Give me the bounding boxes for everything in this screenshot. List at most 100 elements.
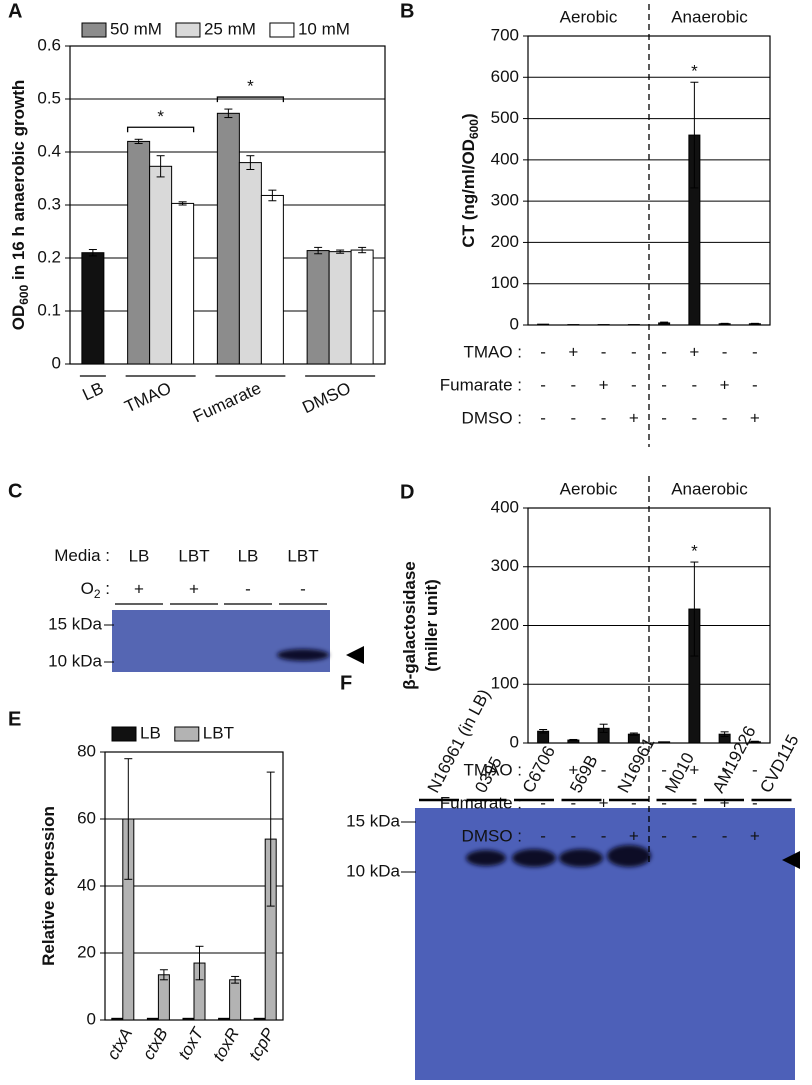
y-axis-label: β-galactosidase xyxy=(400,561,419,689)
y-tick-label: 200 xyxy=(491,615,519,634)
condition-mark: - xyxy=(571,375,577,394)
condition-mark: - xyxy=(661,408,667,427)
condition-mark: - xyxy=(571,826,577,845)
text-segment: O xyxy=(81,579,94,598)
marker-label: 15 kDa xyxy=(346,811,400,830)
marker-label: 15 kDa xyxy=(48,614,102,633)
bar xyxy=(218,1017,231,1021)
legend-label: 25 mM xyxy=(204,19,256,38)
y-tick-label: 0 xyxy=(87,1009,96,1028)
bar xyxy=(328,251,352,365)
condition-mark: - xyxy=(540,408,546,427)
error-bar xyxy=(539,728,548,734)
legend-label: 50 mM xyxy=(110,19,162,38)
condition-mark: - xyxy=(601,760,607,779)
bar xyxy=(81,252,105,365)
text-segment: OD xyxy=(9,305,28,331)
condition-mark: - xyxy=(661,760,667,779)
lane-label: LB xyxy=(129,546,150,565)
text-segment: : xyxy=(101,579,110,598)
y-axis-label: (miller unit) xyxy=(422,579,441,672)
condition-mark: + xyxy=(629,408,639,427)
y-tick-label: 0.2 xyxy=(37,247,61,266)
x-tick-label: tcpP xyxy=(245,1024,279,1064)
error-bar xyxy=(690,561,699,657)
legend-swatch xyxy=(269,22,295,38)
x-tick-label: ctxB xyxy=(139,1025,172,1063)
bar xyxy=(149,165,173,365)
y-tick-label: 100 xyxy=(491,273,519,292)
panel-letter: F xyxy=(340,672,352,694)
error-bar xyxy=(246,155,255,170)
legend-label: LB xyxy=(140,723,161,742)
error-bar xyxy=(358,246,367,254)
group-label: Aerobic xyxy=(560,479,618,498)
text-segment: Media : xyxy=(54,546,110,565)
condition-mark: - xyxy=(631,760,637,779)
bar xyxy=(253,1017,266,1021)
y-tick-label: 40 xyxy=(77,875,96,894)
error-bar xyxy=(569,738,578,742)
bar xyxy=(658,741,671,744)
condition-mark: + xyxy=(689,760,699,779)
bar xyxy=(350,249,374,365)
condition-mark: - xyxy=(540,826,546,845)
y-tick-label: 80 xyxy=(77,741,96,760)
y-tick-label: 700 xyxy=(491,25,519,44)
condition-mark: + xyxy=(568,760,578,779)
condition-mark: + xyxy=(629,826,639,845)
condition-mark: - xyxy=(571,793,577,812)
lane-label: + xyxy=(134,579,144,598)
lane-label: + xyxy=(189,579,199,598)
condition-mark: + xyxy=(568,342,578,361)
x-tick-label: LB xyxy=(80,378,107,404)
text-segment: β-galactosidase xyxy=(400,561,419,689)
condition-mark: - xyxy=(601,408,607,427)
bar xyxy=(171,202,195,365)
y-tick-label: 0 xyxy=(510,314,519,333)
y-tick-label: 60 xyxy=(77,808,96,827)
condition-mark: - xyxy=(752,793,758,812)
arrowhead xyxy=(782,851,800,869)
lane-label: LB xyxy=(238,546,259,565)
condition-mark: - xyxy=(722,408,728,427)
bar xyxy=(229,979,242,1021)
bar xyxy=(127,140,151,365)
x-tick-label: ctxA xyxy=(103,1025,136,1063)
condition-mark: - xyxy=(692,826,698,845)
panel-letter: A xyxy=(8,0,22,22)
text-segment: 2 xyxy=(94,587,101,601)
blot-membrane xyxy=(112,610,330,672)
condition-mark: - xyxy=(571,408,577,427)
condition-mark: + xyxy=(689,342,699,361)
legend-label: LBT xyxy=(203,723,234,742)
condition-mark: - xyxy=(601,826,607,845)
bar xyxy=(182,1017,195,1021)
bar xyxy=(111,1017,124,1021)
condition-mark: - xyxy=(752,342,758,361)
y-axis-label: Relative expression xyxy=(39,806,58,966)
condition-mark: + xyxy=(750,408,760,427)
error-bar xyxy=(750,322,759,325)
condition-name: DMSO : xyxy=(462,826,522,845)
error-bar xyxy=(266,771,275,907)
blot-band xyxy=(512,849,556,867)
lane-label: LBT xyxy=(287,546,318,565)
y-tick-label: 0.4 xyxy=(37,141,61,160)
x-tick-label: Fumarate xyxy=(190,378,264,426)
condition-name: TMAO : xyxy=(463,760,522,779)
condition-mark: - xyxy=(540,342,546,361)
condition-name: TMAO : xyxy=(463,342,522,361)
condition-mark: - xyxy=(692,408,698,427)
y-tick-label: 600 xyxy=(491,67,519,86)
y-tick-label: 0.6 xyxy=(37,35,61,54)
panel-letter: C xyxy=(8,480,22,502)
condition-mark: + xyxy=(599,793,609,812)
condition-mark: + xyxy=(750,826,760,845)
error-bar xyxy=(124,758,133,880)
panel-letter: D xyxy=(400,481,414,503)
condition-name: Fumarate : xyxy=(440,375,522,394)
condition-mark: - xyxy=(601,342,607,361)
error-bar xyxy=(195,945,204,981)
y-tick-label: 300 xyxy=(491,191,519,210)
